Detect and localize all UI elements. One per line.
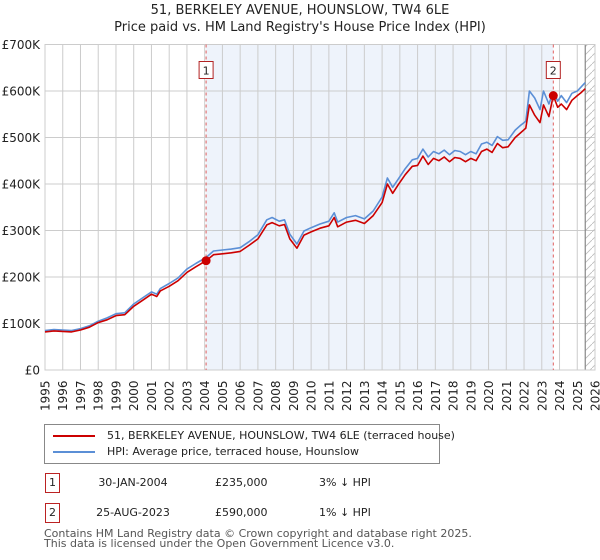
plot-border [44,44,596,371]
legend-label-price: 51, BERKELEY AVENUE, HOUNSLOW, TW4 6LE (… [107,429,455,442]
sale-marker-badge [198,61,214,79]
x-tick-label: 1999 [109,380,123,411]
x-tick-label: 2019 [464,380,478,411]
y-tick-label: £0 [25,364,40,378]
x-tick-label: 2012 [340,380,354,411]
price-paid-line [44,88,586,333]
x-tick-label: 2006 [234,380,248,411]
transaction-badge: 1 [45,473,60,493]
x-tick-label: 2016 [411,380,425,411]
x-tick-label: 2004 [198,380,212,411]
sale-point [548,91,558,101]
attribution-footer: Contains HM Land Registry data © Crown c… [44,527,472,550]
x-tick-label: 2014 [376,380,390,411]
attribution-line-2: This data is licensed under the Open Gov… [44,537,395,550]
x-tick-label: 2002 [163,380,177,411]
y-tick-label: £600K [2,85,42,99]
price-chart: 1995 1996 1997 1998 1999 2000 2001 2002 2003 2004… [2,38,600,411]
transaction-price: £235,000 [215,476,268,489]
y-tick-label: £300K [2,224,42,238]
x-tick-label: 1995 [39,380,53,411]
x-tick-label: 1996 [56,380,70,411]
x-tick-label: 2020 [482,380,496,411]
x-tick-label: 2008 [269,380,283,411]
x-tick-label: 1998 [92,380,106,411]
y-tick-label: £500K [2,131,42,145]
x-tick-label: 2026 [589,380,600,411]
x-tick-label: 2003 [180,380,194,411]
legend-label-hpi: HPI: Average price, terraced house, Houn… [107,445,359,458]
transaction-badge: 2 [45,503,60,523]
transaction-date: 25-AUG-2023 [96,506,170,519]
transaction-date: 30-JAN-2004 [98,476,168,489]
x-tick-label: 2022 [518,380,532,411]
x-tick-label: 2013 [358,380,372,411]
x-tick-label: 2024 [553,380,567,411]
x-tick-label: 2015 [393,380,407,411]
x-tick-label: 2017 [429,380,443,411]
x-tick-label: 2001 [145,380,159,411]
sale-marker-badge [545,61,561,79]
x-tick-label: 2007 [251,380,265,411]
chart-subtitle: Price paid vs. HM Land Registry's House … [114,20,486,35]
attribution-line-1: Contains HM Land Registry data © Crown c… [44,527,472,540]
x-tick-label: 2000 [127,380,141,411]
legend-swatch-price [53,435,95,437]
y-tick-label: £400K [2,178,42,192]
x-tick-label: 1997 [74,380,88,411]
x-tick-label: 2011 [322,380,336,411]
y-tick-label: £100K [2,317,42,331]
x-tick-label: 2023 [535,380,549,411]
future-hatch-region [585,44,595,370]
transaction-price: £590,000 [215,506,268,519]
transaction-row: 2 25-AUG-2023 £590,000 1% ↓ HPI [0,503,600,525]
x-tick-label: 2021 [500,380,514,411]
sale-marker-label: 2 [550,65,557,78]
sale-point [201,256,211,266]
x-tick-label: 2018 [447,380,461,411]
y-tick-label: £700K [2,38,42,52]
x-tick-label: 2010 [305,380,319,411]
chart-legend: 51, BERKELEY AVENUE, HOUNSLOW, TW4 6LE (… [44,424,455,464]
x-tick-label: 2025 [571,380,585,411]
legend-swatch-hpi [53,451,95,453]
transaction-hpi-diff: 3% ↓ HPI [319,476,371,489]
sale-marker-label: 1 [203,65,210,78]
chart-title: 51, BERKELEY AVENUE, HOUNSLOW, TW4 6LE [150,3,450,18]
hpi-line [44,82,586,332]
x-tick-label: 2005 [216,380,230,411]
x-tick-label: 2009 [287,380,301,411]
transaction-hpi-diff: 1% ↓ HPI [319,506,371,519]
transaction-row: 1 30-JAN-2004 £235,000 3% ↓ HPI [0,473,600,495]
y-tick-label: £200K [2,271,42,285]
